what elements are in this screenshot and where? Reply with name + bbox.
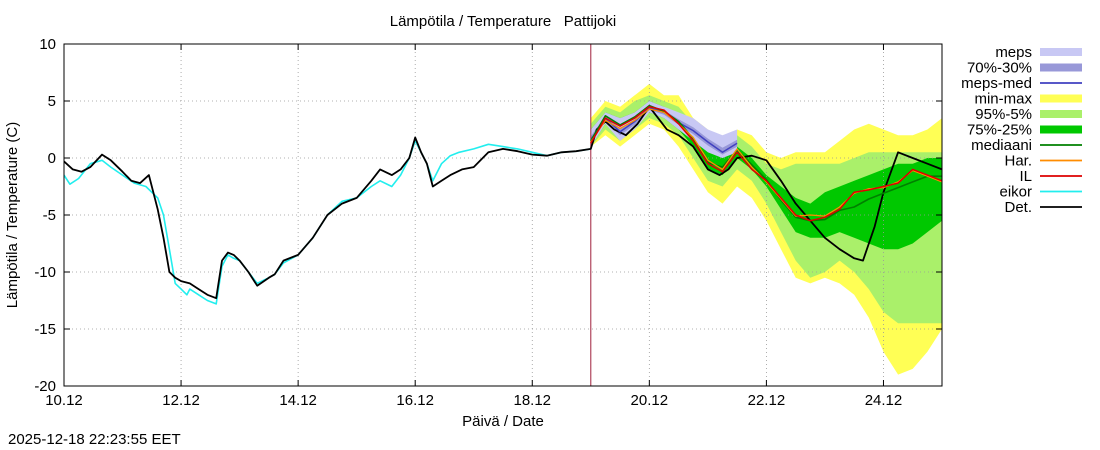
chart-title: Lämpötila / Temperature Pattijoki [390, 13, 617, 30]
y-tick-label: -20 [34, 378, 56, 395]
band-70-30- [590, 105, 738, 155]
series-det- [64, 105, 942, 300]
legend-label: IL [1019, 168, 1032, 185]
legend-label: 70%-30% [967, 60, 1032, 77]
y-tick-label: -15 [34, 321, 56, 338]
y-tick-label: 10 [39, 36, 56, 53]
legend-label: Har. [1004, 153, 1032, 170]
band-min-max [590, 83, 942, 375]
x-tick-label: 12.12 [162, 392, 200, 409]
legend-label: eikor [999, 184, 1032, 201]
x-tick-label: 14.12 [279, 392, 317, 409]
y-tick-label: 5 [48, 93, 56, 110]
y-tick-label: 0 [48, 150, 56, 167]
legend-swatch [1040, 110, 1082, 118]
legend-label: Det. [1004, 199, 1032, 216]
series-il [590, 105, 942, 222]
legend-label: 75%-25% [967, 122, 1032, 139]
legend-swatch [1040, 125, 1082, 134]
series-eikor [64, 140, 591, 305]
x-tick-label: 22.12 [748, 392, 786, 409]
x-axis-label: Päivä / Date [462, 413, 544, 430]
band-meps [590, 101, 738, 158]
legend-label: 95%-5% [975, 106, 1032, 123]
band-75-25- [590, 101, 942, 250]
y-tick-label: -10 [34, 264, 56, 281]
legend-label: meps [995, 44, 1032, 61]
legend-swatch [1040, 63, 1082, 72]
x-tick-label: 18.12 [513, 392, 551, 409]
timestamp: 2025-12-18 22:23:55 EET [8, 431, 181, 448]
legend-swatch [1040, 94, 1082, 103]
x-tick-label: 16.12 [396, 392, 434, 409]
x-tick-label: 20.12 [631, 392, 669, 409]
legend-label: mediaani [971, 137, 1032, 154]
legend-label: min-max [974, 91, 1032, 108]
y-tick-label: -5 [43, 207, 56, 224]
y-axis-label: Lämpötila / Temperature (C) [4, 122, 21, 308]
legend-label: meps-med [961, 75, 1032, 92]
band-95-5- [590, 95, 942, 324]
legend-swatch [1040, 48, 1082, 56]
x-tick-label: 24.12 [865, 392, 903, 409]
plot-area [64, 44, 942, 386]
series-mediaani [590, 104, 942, 222]
x-tick-label: 10.12 [45, 392, 83, 409]
